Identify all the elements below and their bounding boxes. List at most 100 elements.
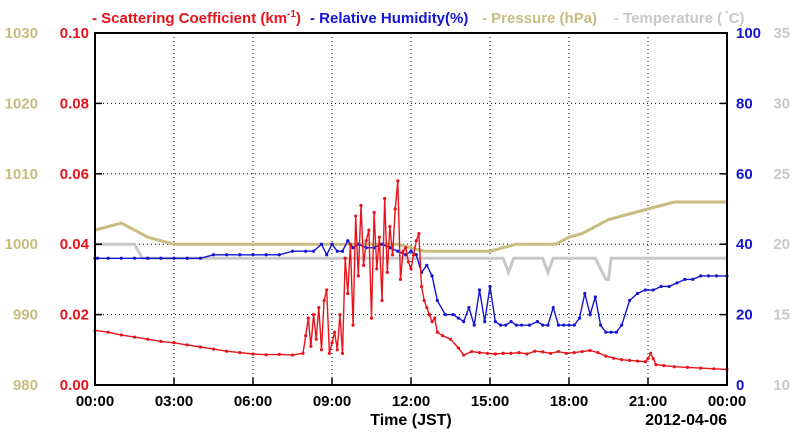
data-point-humidity: [683, 277, 687, 281]
data-point-scatter: [354, 214, 358, 218]
legend-pressure: - Pressure (hPa): [482, 10, 597, 27]
data-point-scatter: [132, 335, 137, 339]
data-point-humidity: [714, 274, 719, 278]
data-point-scatter: [327, 351, 331, 355]
data-point-scatter: [398, 277, 403, 281]
y-tick-label-temperature: 25: [773, 166, 790, 183]
y-tick-label-scatter: 0.06: [60, 166, 89, 183]
data-point-scatter: [604, 354, 608, 358]
y-tick-label-humidity: 100: [736, 25, 761, 42]
series-line-humidity: [95, 239, 727, 333]
data-point-humidity: [514, 323, 518, 327]
data-point-humidity: [251, 253, 255, 257]
data-point-humidity: [172, 256, 176, 260]
data-point-humidity: [472, 323, 476, 327]
data-point-scatter: [185, 343, 189, 347]
data-point-humidity: [396, 249, 400, 253]
data-point-humidity: [443, 313, 447, 317]
data-point-scatter: [356, 274, 360, 278]
y-tick-label-temperature: 30: [773, 95, 790, 112]
data-point-humidity: [325, 253, 329, 257]
data-point-scatter: [211, 347, 216, 351]
data-point-scatter: [548, 351, 553, 355]
data-point-scatter: [367, 228, 371, 232]
data-point-scatter: [348, 242, 353, 246]
data-point-scatter: [612, 356, 616, 360]
data-point-scatter: [393, 207, 397, 211]
data-point-humidity: [477, 288, 482, 292]
data-point-scatter: [335, 348, 339, 352]
data-point-scatter: [448, 337, 453, 341]
data-point-scatter: [493, 352, 497, 356]
data-point-scatter: [572, 351, 576, 355]
data-point-scatter: [556, 349, 561, 354]
data-point-humidity: [211, 253, 216, 257]
data-point-humidity: [451, 313, 455, 317]
data-point-scatter: [364, 239, 368, 243]
y-tick-label-pressure: 1000: [5, 236, 38, 253]
data-point-scatter: [106, 330, 110, 334]
data-point-scatter: [635, 359, 640, 363]
data-point-scatter: [533, 349, 537, 353]
y-tick-label-pressure: 1030: [5, 25, 38, 42]
data-point-scatter: [375, 267, 379, 271]
data-point-scatter: [672, 365, 676, 369]
y-tick-label-pressure: 990: [13, 307, 38, 324]
data-point-humidity: [425, 263, 429, 267]
data-point-humidity: [456, 316, 460, 320]
data-point-humidity: [659, 284, 663, 289]
data-point-scatter: [580, 349, 584, 354]
data-point-scatter: [649, 351, 653, 355]
data-point-humidity: [699, 274, 703, 278]
data-point-scatter: [301, 351, 305, 355]
y-tick-label-pressure: 1010: [5, 166, 38, 183]
data-point-humidity: [604, 330, 608, 334]
data-point-scatter: [401, 249, 405, 253]
grid: [95, 33, 727, 385]
data-point-scatter: [359, 203, 363, 208]
y-tick-label-scatter: 0.08: [60, 95, 89, 112]
y-tick-label-humidity: 60: [736, 166, 753, 183]
data-point-scatter: [290, 353, 295, 357]
data-point-scatter: [330, 341, 334, 345]
series-scatter: [93, 179, 729, 372]
series-line-pressure: [94, 200, 727, 253]
data-point-humidity: [577, 316, 582, 320]
data-point-humidity: [546, 323, 550, 327]
data-point-scatter: [409, 267, 413, 271]
data-point-humidity: [409, 249, 413, 253]
data-point-scatter: [338, 313, 342, 317]
data-point-humidity: [620, 323, 624, 327]
data-point-humidity: [493, 320, 497, 324]
y-tick-label-humidity: 0: [736, 377, 744, 394]
data-point-scatter: [712, 367, 716, 371]
data-point-humidity: [527, 323, 532, 327]
data-point-humidity: [483, 320, 487, 324]
data-point-humidity: [504, 323, 508, 327]
data-point-scatter: [509, 351, 513, 355]
data-point-scatter: [662, 364, 666, 368]
y-tick-label-temperature: 20: [773, 236, 790, 253]
data-point-scatter: [627, 358, 632, 362]
data-point-humidity: [535, 320, 540, 324]
data-point-scatter: [317, 305, 321, 310]
data-point-humidity: [146, 256, 150, 260]
data-point-scatter: [517, 351, 521, 355]
y-tick-label-temperature: 10: [773, 377, 790, 394]
data-point-humidity: [599, 323, 603, 327]
data-point-scatter: [251, 352, 255, 356]
data-point-scatter: [383, 196, 387, 201]
data-point-humidity: [667, 284, 671, 289]
data-point-scatter: [304, 334, 308, 338]
data-point-scatter: [430, 320, 434, 324]
data-point-scatter: [372, 210, 376, 215]
data-point-scatter: [390, 253, 395, 257]
data-point-humidity: [430, 274, 434, 278]
data-point-scatter: [501, 351, 505, 355]
legend-scatter: - Scattering Coefficient (km-1): [92, 9, 301, 27]
data-point-scatter: [346, 291, 350, 296]
data-point-humidity: [593, 295, 597, 299]
data-point-scatter: [417, 232, 421, 236]
data-point-humidity: [567, 323, 571, 327]
y-tick-label-scatter: 0.02: [60, 307, 89, 324]
